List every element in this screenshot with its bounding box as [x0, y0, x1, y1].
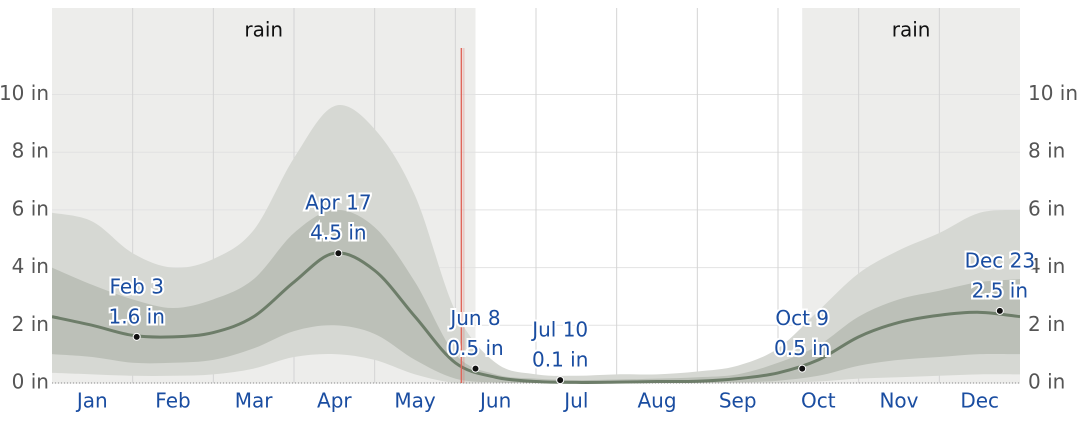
y2-tick-label: 4 in: [1028, 254, 1065, 278]
y-tick-label: 6 in: [12, 196, 49, 220]
percentile-band: [52, 209, 1020, 384]
x-tick-label: Jun: [478, 389, 511, 413]
annotation-point: [334, 249, 343, 258]
y-tick-label: 10 in: [0, 81, 49, 105]
annotation-date: Dec 23: [965, 248, 1036, 272]
annotation-point: [471, 364, 480, 373]
x-tick-label: Aug: [637, 389, 676, 413]
foreground-layer: rain rain 0 in 2 in 4 in 6 in 8 in 10 in 0 in 2 i…: [0, 18, 1078, 413]
x-tick-label: Sep: [719, 389, 757, 413]
y2-tick-label: 0 in: [1028, 370, 1065, 394]
annotation-value: 0.5 in: [447, 336, 503, 360]
x-tick-label: May: [394, 389, 436, 413]
x-tick-label: Jul: [562, 389, 588, 413]
x-tick-label: Mar: [235, 389, 274, 413]
annotation-date: Apr 17: [305, 191, 371, 215]
annotation-value: 1.6 in: [108, 304, 164, 328]
x-tick-label: Jan: [75, 389, 108, 413]
plot-area: [52, 105, 1020, 384]
y-tick-label: 2 in: [12, 312, 49, 336]
median-line: [52, 251, 1020, 384]
y-tick-label: 8 in: [12, 139, 49, 163]
season-label: rain: [244, 18, 283, 42]
y-tick-label: 4 in: [12, 254, 49, 278]
annotation-date: Feb 3: [109, 274, 164, 298]
y-tick-label: 0 in: [12, 370, 49, 394]
annotation-value: 0.5 in: [774, 336, 830, 360]
annotation-point: [556, 376, 565, 385]
y2-tick-label: 6 in: [1028, 196, 1065, 220]
annotation-value: 0.1 in: [532, 348, 588, 372]
annotation-point: [132, 332, 141, 341]
annotation-point: [798, 364, 807, 373]
x-tick-label: Feb: [155, 389, 190, 413]
x-tick-label: Nov: [879, 389, 918, 413]
annotation-point: [995, 306, 1004, 315]
x-tick-label: Oct: [801, 389, 836, 413]
x-tick-label: Apr: [317, 389, 352, 413]
annotation-date: Oct 9: [775, 306, 829, 330]
annotation-date: Jun 8: [448, 306, 500, 330]
y2-tick-label: 8 in: [1028, 139, 1065, 163]
annotation-value: 2.5 in: [972, 278, 1028, 302]
season-label: rain: [892, 18, 931, 42]
y2-tick-label: 2 in: [1028, 312, 1065, 336]
y2-tick-label: 10 in: [1028, 81, 1078, 105]
x-tick-label: Dec: [960, 389, 999, 413]
annotation-date: Jul 10: [530, 318, 588, 342]
annotation-value: 4.5 in: [310, 221, 366, 245]
